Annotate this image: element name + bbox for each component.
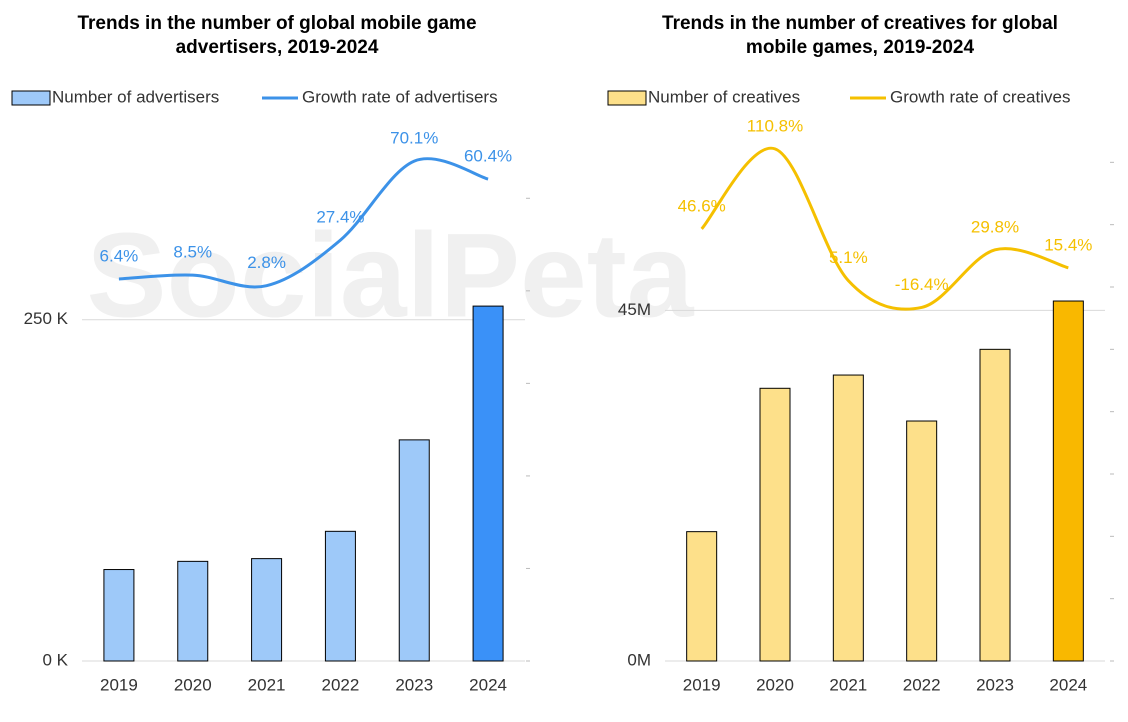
data-label: 27.4%: [316, 208, 364, 227]
legend-label: Number of advertisers: [52, 87, 219, 106]
x-tick-label: 2023: [976, 675, 1014, 694]
x-tick-label: 2022: [903, 675, 941, 694]
data-label: 5.1%: [829, 248, 868, 267]
bar: [832, 374, 864, 662]
data-label: 110.8%: [747, 116, 803, 135]
data-label: -16.4%: [895, 275, 949, 294]
data-label: 60.4%: [464, 147, 512, 166]
bar: [472, 305, 504, 662]
line: [700, 146, 1069, 311]
legend-swatch: [11, 90, 51, 106]
x-tick-label: 2019: [683, 675, 721, 694]
data-label: 15.4%: [1044, 235, 1092, 254]
chart-title: Trends in the number of global mobile ga…: [77, 13, 477, 58]
y-tick-label: 250 K: [24, 309, 69, 328]
x-tick-label: 2023: [395, 675, 433, 694]
x-tick-label: 2024: [469, 675, 507, 694]
bar: [103, 569, 135, 662]
bar: [251, 558, 283, 662]
data-label: 70.1%: [390, 129, 438, 148]
bar: [686, 531, 718, 662]
data-label: 6.4%: [100, 246, 139, 265]
data-label: 2.8%: [247, 253, 286, 272]
bar: [759, 387, 791, 662]
bar: [177, 560, 209, 662]
legend-label: Growth rate of advertisers: [302, 87, 498, 106]
data-label: 29.8%: [971, 217, 1019, 236]
data-label: 46.6%: [678, 196, 726, 215]
x-tick-label: 2019: [100, 675, 138, 694]
x-tick-label: 2021: [248, 675, 286, 694]
y-tick-label: 45M: [618, 300, 651, 319]
x-tick-label: 2020: [174, 675, 212, 694]
legend-label: Growth rate of creatives: [890, 87, 1070, 106]
x-tick-label: 2020: [756, 675, 794, 694]
y-tick-label: 0 K: [42, 650, 68, 669]
y-tick-label: 0M: [627, 650, 651, 669]
chart-title: Trends in the number of creatives for gl…: [662, 13, 1058, 58]
bar: [906, 420, 938, 662]
x-tick-label: 2021: [829, 675, 867, 694]
bar: [398, 439, 430, 662]
x-tick-label: 2024: [1049, 675, 1087, 694]
line: [118, 157, 489, 289]
legend-label: Number of creatives: [648, 87, 800, 106]
data-label: 8.5%: [173, 243, 212, 262]
bar: [1052, 300, 1084, 662]
legend-swatch: [607, 90, 647, 106]
x-tick-label: 2022: [322, 675, 360, 694]
bar: [324, 530, 356, 662]
bar: [979, 348, 1011, 662]
